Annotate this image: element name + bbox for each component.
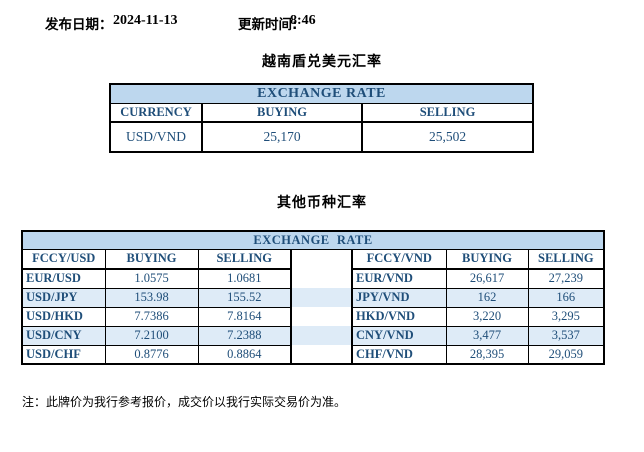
pair-cell: USD/JPY xyxy=(21,287,106,307)
buying-column-header: BUYING xyxy=(445,249,529,270)
selling-cell: 1.0681 xyxy=(197,268,292,288)
gap-cell xyxy=(290,307,353,326)
buying-column-header: BUYING xyxy=(104,249,199,270)
pair-cell: CHF/VND xyxy=(351,344,447,364)
selling-cell: 155.52 xyxy=(197,287,292,307)
buying-cell: 1.0575 xyxy=(104,268,199,288)
pair-cell: EUR/USD xyxy=(21,268,106,288)
selling-cell: 3,537 xyxy=(527,325,605,345)
buying-cell: 3,477 xyxy=(445,325,529,345)
selling-column-header: SELLING xyxy=(527,249,605,270)
buying-cell: 25,170 xyxy=(201,122,363,152)
selling-cell: 166 xyxy=(527,287,605,307)
pair-cell: HKD/VND xyxy=(351,306,447,326)
currency-column-header: CURRENCY xyxy=(109,103,203,123)
buying-cell: 28,395 xyxy=(445,344,529,364)
rate-row-cny: USD/CNY 7.2100 7.2388 CNY/VND 3,477 3,53… xyxy=(21,325,605,345)
selling-cell: 7.8164 xyxy=(197,306,292,326)
buying-cell: 0.8776 xyxy=(104,344,199,364)
buying-cell: 7.2100 xyxy=(104,325,199,345)
rate-row-hkd: USD/HKD 7.7386 7.8164 HKD/VND 3,220 3,29… xyxy=(21,306,605,326)
selling-cell: 7.2388 xyxy=(197,325,292,345)
selling-cell: 3,295 xyxy=(527,306,605,326)
usd-vnd-rate-title: 越南盾兑美元汇率 xyxy=(262,54,382,70)
update-time-label: 更新时间: xyxy=(238,17,298,33)
pair-cell: EUR/VND xyxy=(351,268,447,288)
other-rates-table: EXCHANGE RATE FCCY/USD BUYING SELLING FC… xyxy=(21,230,606,365)
buying-cell: 3,220 xyxy=(445,306,529,326)
pair-cell: CNY/VND xyxy=(351,325,447,345)
gap-cell xyxy=(290,269,353,288)
fccy-usd-column-header: FCCY/USD xyxy=(21,249,106,270)
buying-cell: 153.98 xyxy=(104,287,199,307)
buying-column-header: BUYING xyxy=(201,103,363,123)
selling-cell: 25,502 xyxy=(360,122,535,152)
selling-column-header: SELLING xyxy=(197,249,292,270)
gap-cell xyxy=(290,345,353,364)
rate-row-jpy: USD/JPY 153.98 155.52 JPY/VND 162 166 xyxy=(21,287,605,307)
pair-cell: USD/CNY xyxy=(21,325,106,345)
usd-vnd-rate-table: EXCHANGE RATE CURRENCY BUYING SELLING US… xyxy=(109,83,535,153)
rate-row-chf: USD/CHF 0.8776 0.8864 CHF/VND 28,395 29,… xyxy=(21,344,605,364)
gap-cell xyxy=(290,249,353,269)
exchange-rate-header: EXCHANGE RATE xyxy=(110,84,534,104)
exchange-rate-header: EXCHANGE RATE xyxy=(22,231,605,250)
fccy-vnd-column-header: FCCY/VND xyxy=(351,249,447,270)
pair-cell: JPY/VND xyxy=(351,287,447,307)
other-rates-title: 其他币种汇率 xyxy=(277,195,367,211)
gap-cell xyxy=(290,288,353,307)
selling-column-header: SELLING xyxy=(360,103,535,123)
selling-cell: 0.8864 xyxy=(197,344,292,364)
selling-cell: 27,239 xyxy=(527,268,605,288)
pair-cell: USD/HKD xyxy=(21,306,106,326)
disclaimer-note: 注：此牌价为我行参考报价，成交价以我行实际交易价为准。 xyxy=(22,395,347,409)
pair-cell: USD/VND xyxy=(109,122,203,152)
pair-cell: USD/CHF xyxy=(21,344,106,364)
table-title-row: EXCHANGE RATE xyxy=(22,231,605,250)
publish-date-value: 2024-11-13 xyxy=(113,13,178,28)
buying-cell: 7.7386 xyxy=(104,306,199,326)
column-header-row: CURRENCY BUYING SELLING xyxy=(109,103,535,123)
usd-vnd-row: USD/VND 25,170 25,502 xyxy=(109,122,535,152)
buying-cell: 26,617 xyxy=(445,268,529,288)
table-title-row: EXCHANGE RATE xyxy=(110,84,534,104)
column-header-row: FCCY/USD BUYING SELLING FCCY/VND BUYING … xyxy=(21,249,605,270)
selling-cell: 29,059 xyxy=(527,344,605,364)
buying-cell: 162 xyxy=(445,287,529,307)
publish-date-label: 发布日期： xyxy=(45,17,113,33)
gap-cell xyxy=(290,326,353,345)
rate-row-eur: EUR/USD 1.0575 1.0681 EUR/VND 26,617 27,… xyxy=(21,268,605,288)
update-time-value: 8:46 xyxy=(290,13,316,28)
